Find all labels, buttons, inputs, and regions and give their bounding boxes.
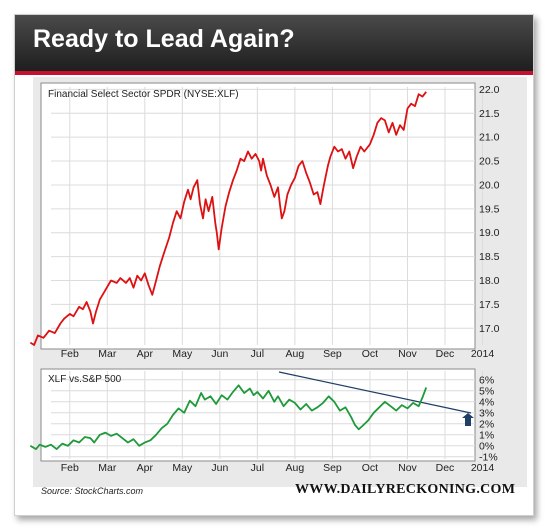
rel-x-tick-label: Aug bbox=[286, 462, 305, 474]
rel-y-tick-label: 2% bbox=[479, 418, 494, 430]
main-x-tick-label: Sep bbox=[323, 348, 342, 360]
charts-svg: Financial Select Sector SPDR (NYSE:XLF) … bbox=[29, 82, 500, 474]
rel-y-tick-label: 0% bbox=[479, 440, 494, 452]
main-y-tick-label: 22.0 bbox=[479, 84, 500, 96]
main-y-tick-label: 18.0 bbox=[479, 275, 500, 287]
main-y-tick-label: 19.0 bbox=[479, 227, 500, 239]
price-plot-area bbox=[40, 82, 476, 350]
main-y-tick-label: 20.0 bbox=[479, 179, 500, 191]
rel-y-tick-label: 4% bbox=[479, 396, 494, 408]
banner: Ready to Lead Again? bbox=[15, 15, 533, 71]
source-note: Source: StockCharts.com bbox=[41, 486, 144, 496]
breakout-arrow-icon bbox=[462, 413, 474, 426]
main-x-tick-label: Jul bbox=[251, 348, 264, 360]
banner-title: Ready to Lead Again? bbox=[33, 25, 295, 53]
rel-x-tick-label: 2014 bbox=[471, 462, 495, 474]
relative-series bbox=[29, 384, 428, 451]
rel-y-tick-label: -1% bbox=[479, 451, 498, 463]
main-y-tick-label: 18.5 bbox=[479, 251, 500, 263]
price-grid bbox=[51, 87, 484, 345]
rel-x-tick-label: Oct bbox=[362, 462, 378, 474]
main-x-tick-label: Aug bbox=[286, 348, 305, 360]
rel-x-tick-label: Jun bbox=[211, 462, 228, 474]
main-x-tick-label: Apr bbox=[137, 348, 154, 360]
rel-x-tick-label: Mar bbox=[98, 462, 117, 474]
rel-x-tick-label: Sep bbox=[323, 462, 342, 474]
relative-chart-title: XLF vs.S&P 500 bbox=[48, 374, 122, 385]
main-x-tick-label: Mar bbox=[98, 348, 117, 360]
main-x-tick-label: May bbox=[172, 348, 193, 360]
main-y-tick-label: 21.0 bbox=[479, 132, 500, 144]
main-x-tick-label: Dec bbox=[436, 348, 455, 360]
rel-x-tick-label: Dec bbox=[436, 462, 455, 474]
main-series-line bbox=[29, 91, 427, 346]
resistance-trendline bbox=[278, 371, 472, 414]
main-y-tick-label: 19.5 bbox=[479, 203, 500, 215]
main-y-tick-label: 20.5 bbox=[479, 156, 500, 168]
price-y-ticks: 17.0 17.5 18.0 18.5 19.0 19.5 20.0 20.5 21.0 21.5… bbox=[479, 84, 500, 335]
banner-accent-stripe bbox=[15, 71, 533, 75]
main-x-tick-label: Feb bbox=[61, 348, 79, 360]
chart-card: Ready to Lead Again? Financial Select Se… bbox=[14, 14, 534, 516]
price-chart: Financial Select Sector SPDR (NYSE:XLF) … bbox=[29, 82, 500, 360]
rel-x-tick-label: Nov bbox=[398, 462, 417, 474]
main-x-tick-label: Jun bbox=[211, 348, 228, 360]
main-y-tick-label: 21.5 bbox=[479, 108, 500, 120]
website-link[interactable]: WWW.DAILYRECKONING.COM bbox=[295, 482, 516, 497]
rel-y-tick-label: 3% bbox=[479, 407, 494, 419]
relative-x-ticks: Feb Mar Apr May Jun Jul Aug Sep Oct Nov Dec 2014 bbox=[61, 462, 495, 474]
rel-x-tick-label: Feb bbox=[61, 462, 79, 474]
relative-chart: XLF vs.S&P 500 -1%0%1%2%3%4%5%6% Feb Mar A… bbox=[29, 368, 498, 474]
price-series bbox=[29, 91, 427, 346]
rel-y-tick-label: 5% bbox=[479, 385, 494, 397]
rel-series-line bbox=[29, 384, 428, 451]
main-x-tick-label: Oct bbox=[362, 348, 378, 360]
rel-x-tick-label: May bbox=[172, 462, 193, 474]
main-y-tick-label: 17.0 bbox=[479, 323, 500, 335]
rel-y-tick-label: 1% bbox=[479, 429, 494, 441]
rel-y-tick-label: 6% bbox=[479, 374, 494, 386]
main-x-tick-label: Nov bbox=[398, 348, 417, 360]
price-chart-title: Financial Select Sector SPDR (NYSE:XLF) bbox=[48, 89, 239, 100]
rel-x-tick-label: Apr bbox=[137, 462, 154, 474]
relative-y-ticks: -1%0%1%2%3%4%5%6% bbox=[479, 374, 498, 463]
relative-grid bbox=[51, 371, 484, 459]
main-y-tick-label: 17.5 bbox=[479, 299, 500, 311]
rel-x-tick-label: Jul bbox=[251, 462, 264, 474]
main-x-tick-label: 2014 bbox=[471, 348, 495, 360]
price-x-ticks: Feb Mar Apr May Jun Jul Aug Sep Oct Nov Dec 2014 bbox=[61, 348, 495, 360]
